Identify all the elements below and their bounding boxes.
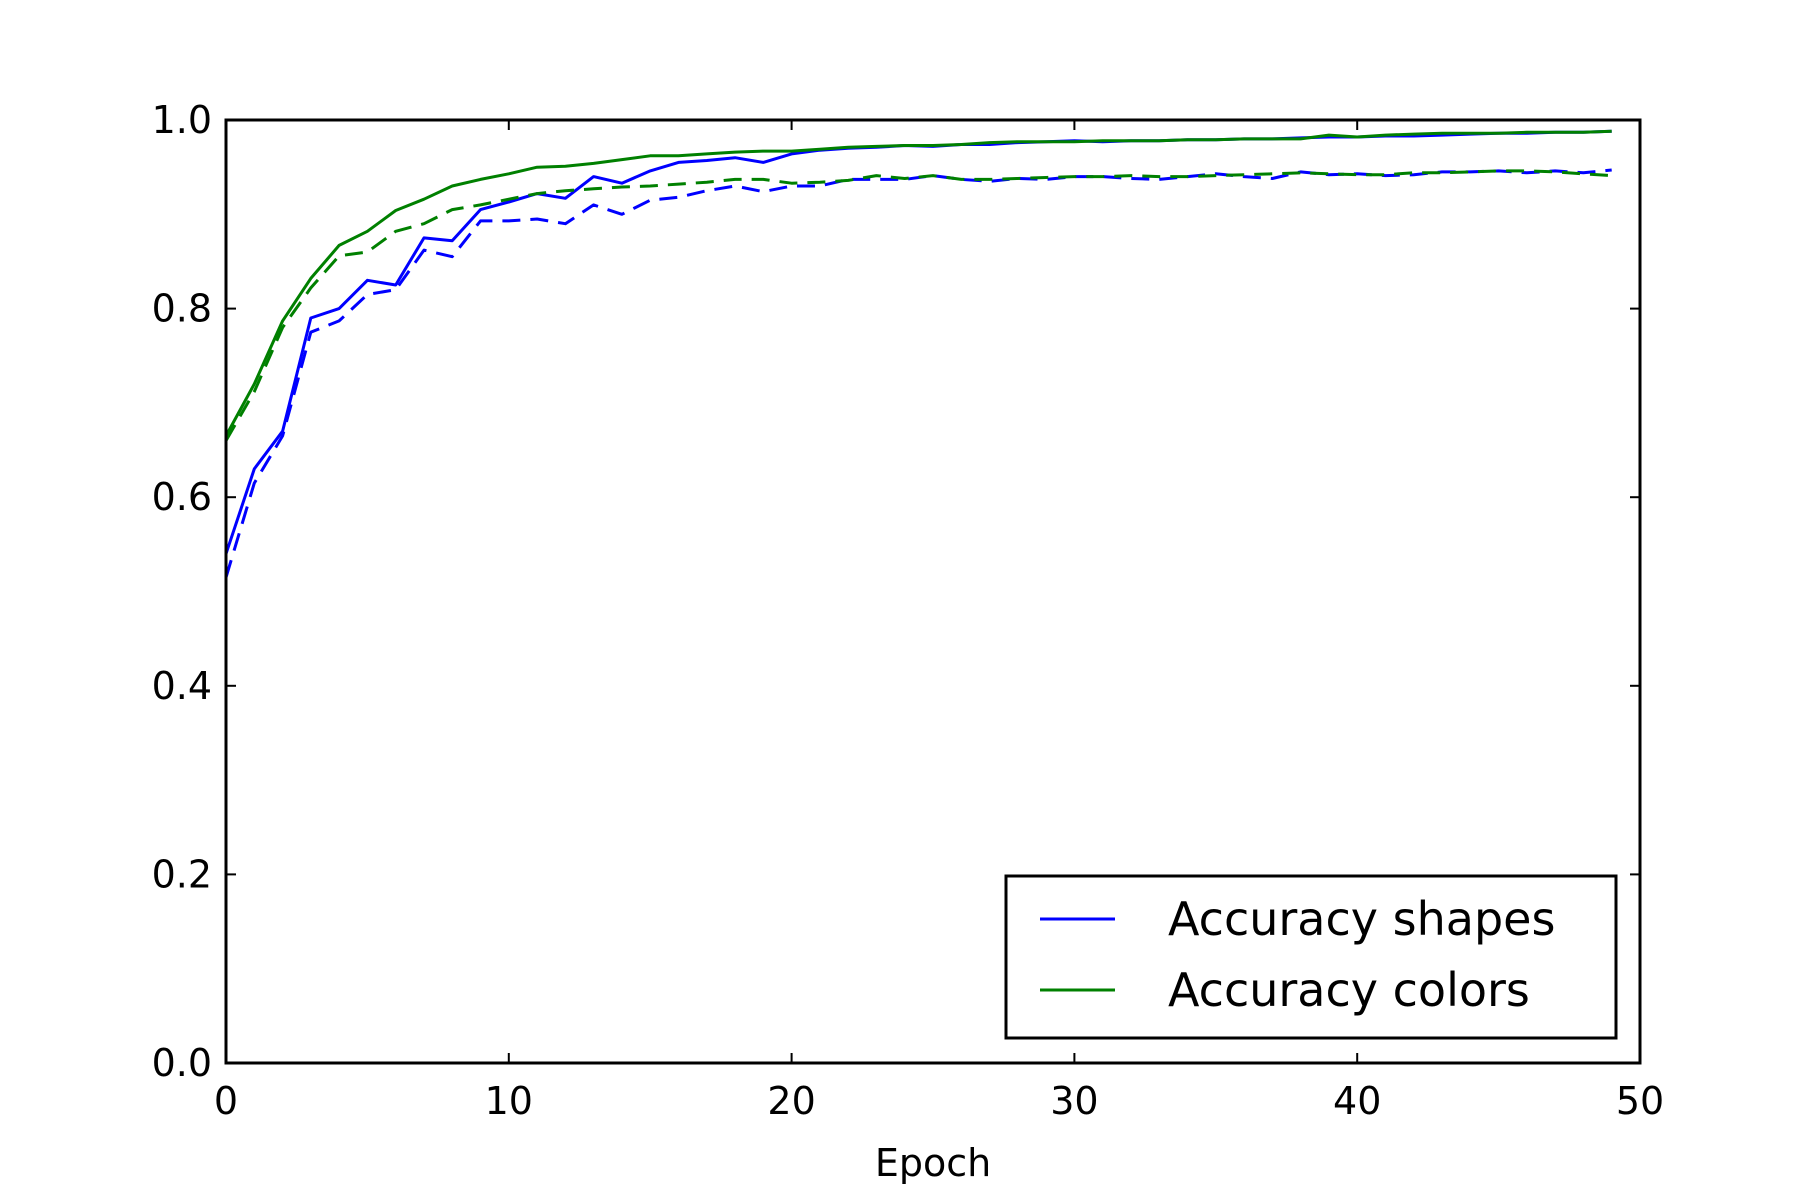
x-tick-label: 50 — [1616, 1079, 1664, 1123]
legend-box — [1004, 874, 1618, 1040]
tick-labels: 0 10 20 30 40 50 0.0 0.2 0.4 0.6 0.8 1.0 — [152, 98, 1665, 1123]
y-tick-label: 0.8 — [152, 287, 212, 331]
series-line-2 — [224, 129, 1612, 437]
y-tick-label: 1.0 — [152, 98, 212, 142]
y-tick-label: 0.0 — [152, 1041, 212, 1085]
y-tick-label: 0.4 — [152, 664, 212, 708]
legend: Accuracy shapes Accuracy colors — [1004, 874, 1618, 1040]
x-tick-label: 0 — [214, 1079, 238, 1123]
x-tick-label: 10 — [485, 1079, 533, 1123]
x-tick-label: 40 — [1333, 1079, 1381, 1123]
x-tick-label: 20 — [767, 1079, 815, 1123]
y-tick-label: 0.2 — [152, 852, 212, 896]
series-line-3 — [224, 169, 1612, 442]
legend-label-colors: Accuracy colors — [1168, 963, 1530, 1017]
plot-frame — [224, 118, 1642, 1065]
y-tick-label: 0.6 — [152, 475, 212, 519]
x-axis-label: Epoch — [875, 1141, 991, 1185]
x-tick-label: 30 — [1050, 1079, 1098, 1123]
legend-label-shapes: Accuracy shapes — [1168, 892, 1555, 946]
series-lines — [224, 129, 1612, 578]
